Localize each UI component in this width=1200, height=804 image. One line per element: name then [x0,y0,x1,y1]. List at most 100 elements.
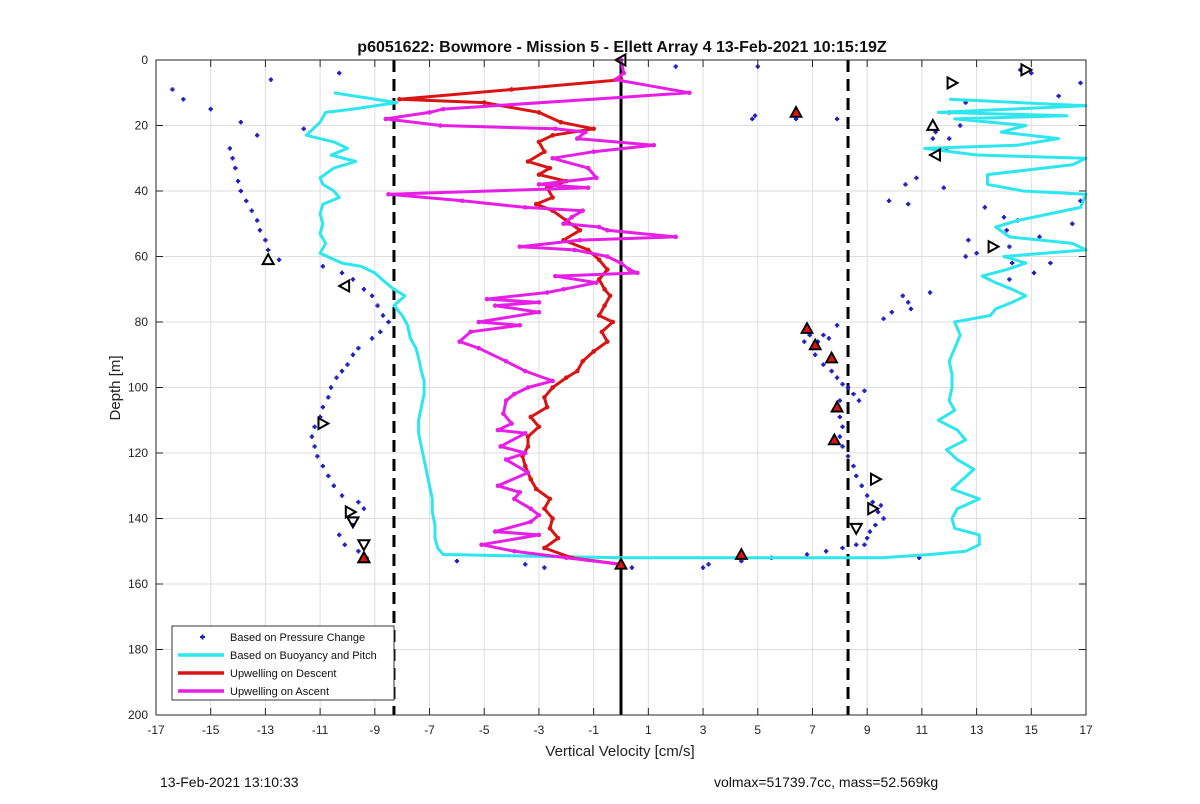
descent-point [536,172,542,177]
descent-point [602,303,607,308]
descent-point [547,496,553,502]
ascent-point [522,368,528,374]
ascent-point [509,421,514,426]
y-axis-label: Depth [m] [107,355,124,420]
pressure-point [930,136,936,141]
open-triangle-marker [337,278,351,294]
pressure-point [840,382,845,387]
pressure-point [927,290,933,295]
ascent-point [498,444,503,449]
pressure-point [854,542,859,547]
pressure-point [170,87,175,92]
pressure-point [378,329,383,335]
pressure-point [982,205,987,210]
footer-glider-info: volmax=51739.7cc, mass=52.569kg [714,774,939,790]
pressure-point [375,303,380,308]
legend-label: Upwelling on Descent [230,668,336,680]
x-axis-label: Vertical Velocity [cm/s] [545,743,694,760]
descent-point [525,434,531,439]
filled-triangle-marker [613,556,629,570]
ascent-point [528,519,534,525]
ascent-point [626,267,632,272]
legend-label: Based on Pressure Change [230,632,365,644]
pressure-point [1001,215,1007,220]
open-triangle-marker [344,504,358,520]
pressure-point [454,558,460,564]
descent-point [522,463,528,469]
pressure-point [840,444,845,449]
y-tick-label: 80 [135,315,149,329]
descent-point [542,395,547,400]
pressure-point [386,319,391,325]
ascent-point [561,286,566,292]
pressure-point [301,126,306,131]
pressure-point [542,565,547,570]
descent-point [550,195,555,200]
ascent-point [605,254,610,259]
y-tick-label: 120 [128,446,148,460]
descent-point [602,286,607,292]
pressure-point [326,395,331,400]
ascent-point [561,221,566,227]
pressure-point [864,493,870,498]
pressure-point [821,362,826,367]
descent-point [610,319,616,325]
pressure-point [881,316,886,321]
pressure-point [974,251,979,256]
footer-timestamp: 13-Feb-2021 13:10:33 [160,774,299,790]
descent-point [580,359,586,364]
open-triangle-marker [849,522,864,536]
descent-point [555,535,561,541]
pressure-point [829,368,834,374]
pressure-point [1029,70,1034,76]
descent-point [544,404,550,410]
descent-point [509,87,514,92]
pressure-point [380,313,386,318]
ascent-point [438,123,443,128]
ascent-point [460,198,465,204]
pressure-point [834,323,840,328]
descent-point [577,228,583,233]
open-triangle-marker [317,416,331,431]
ascent-point [457,339,462,344]
filled-triangle-marker [356,550,371,564]
pressure-point [1048,260,1053,266]
pressure-point [249,208,254,213]
pressure-point [804,552,810,557]
pressure-point [1078,80,1083,86]
triangle-markers [260,52,1034,570]
x-tick-label: -5 [479,723,490,737]
pressure-point [1004,228,1009,233]
ascent-point [427,110,432,115]
filled-triangle-marker [799,321,815,334]
ascent-point [522,431,528,436]
ascent-point [525,470,531,475]
filled-triangle-marker [734,547,749,560]
legend-box [171,625,395,701]
pressure-point [1070,221,1075,226]
ascent-point [492,303,498,308]
ascent-point [525,385,531,390]
filled-triangle-marker [789,105,804,118]
pressure-point [312,424,317,429]
ascent-point [580,208,586,213]
ascent-point [479,542,484,547]
x-tick-label: 11 [916,723,929,737]
ascent-point [512,496,517,502]
descent-point [533,486,539,492]
descent-point [596,257,602,263]
pressure-point [309,434,315,439]
pressure-point [339,368,345,374]
filled-triangle-marker [808,337,823,351]
pressure-point [862,388,867,393]
pressure-point [255,218,260,223]
x-tick-label: -15 [202,723,220,737]
ascent-point [536,532,542,538]
pressure-point [361,506,367,511]
descent-point [558,119,564,125]
pressure-point [875,509,881,515]
x-tick-label: -7 [424,723,435,737]
x-tick-label: -1 [588,723,599,737]
ascent-point [613,77,618,82]
descent-point [596,313,602,318]
